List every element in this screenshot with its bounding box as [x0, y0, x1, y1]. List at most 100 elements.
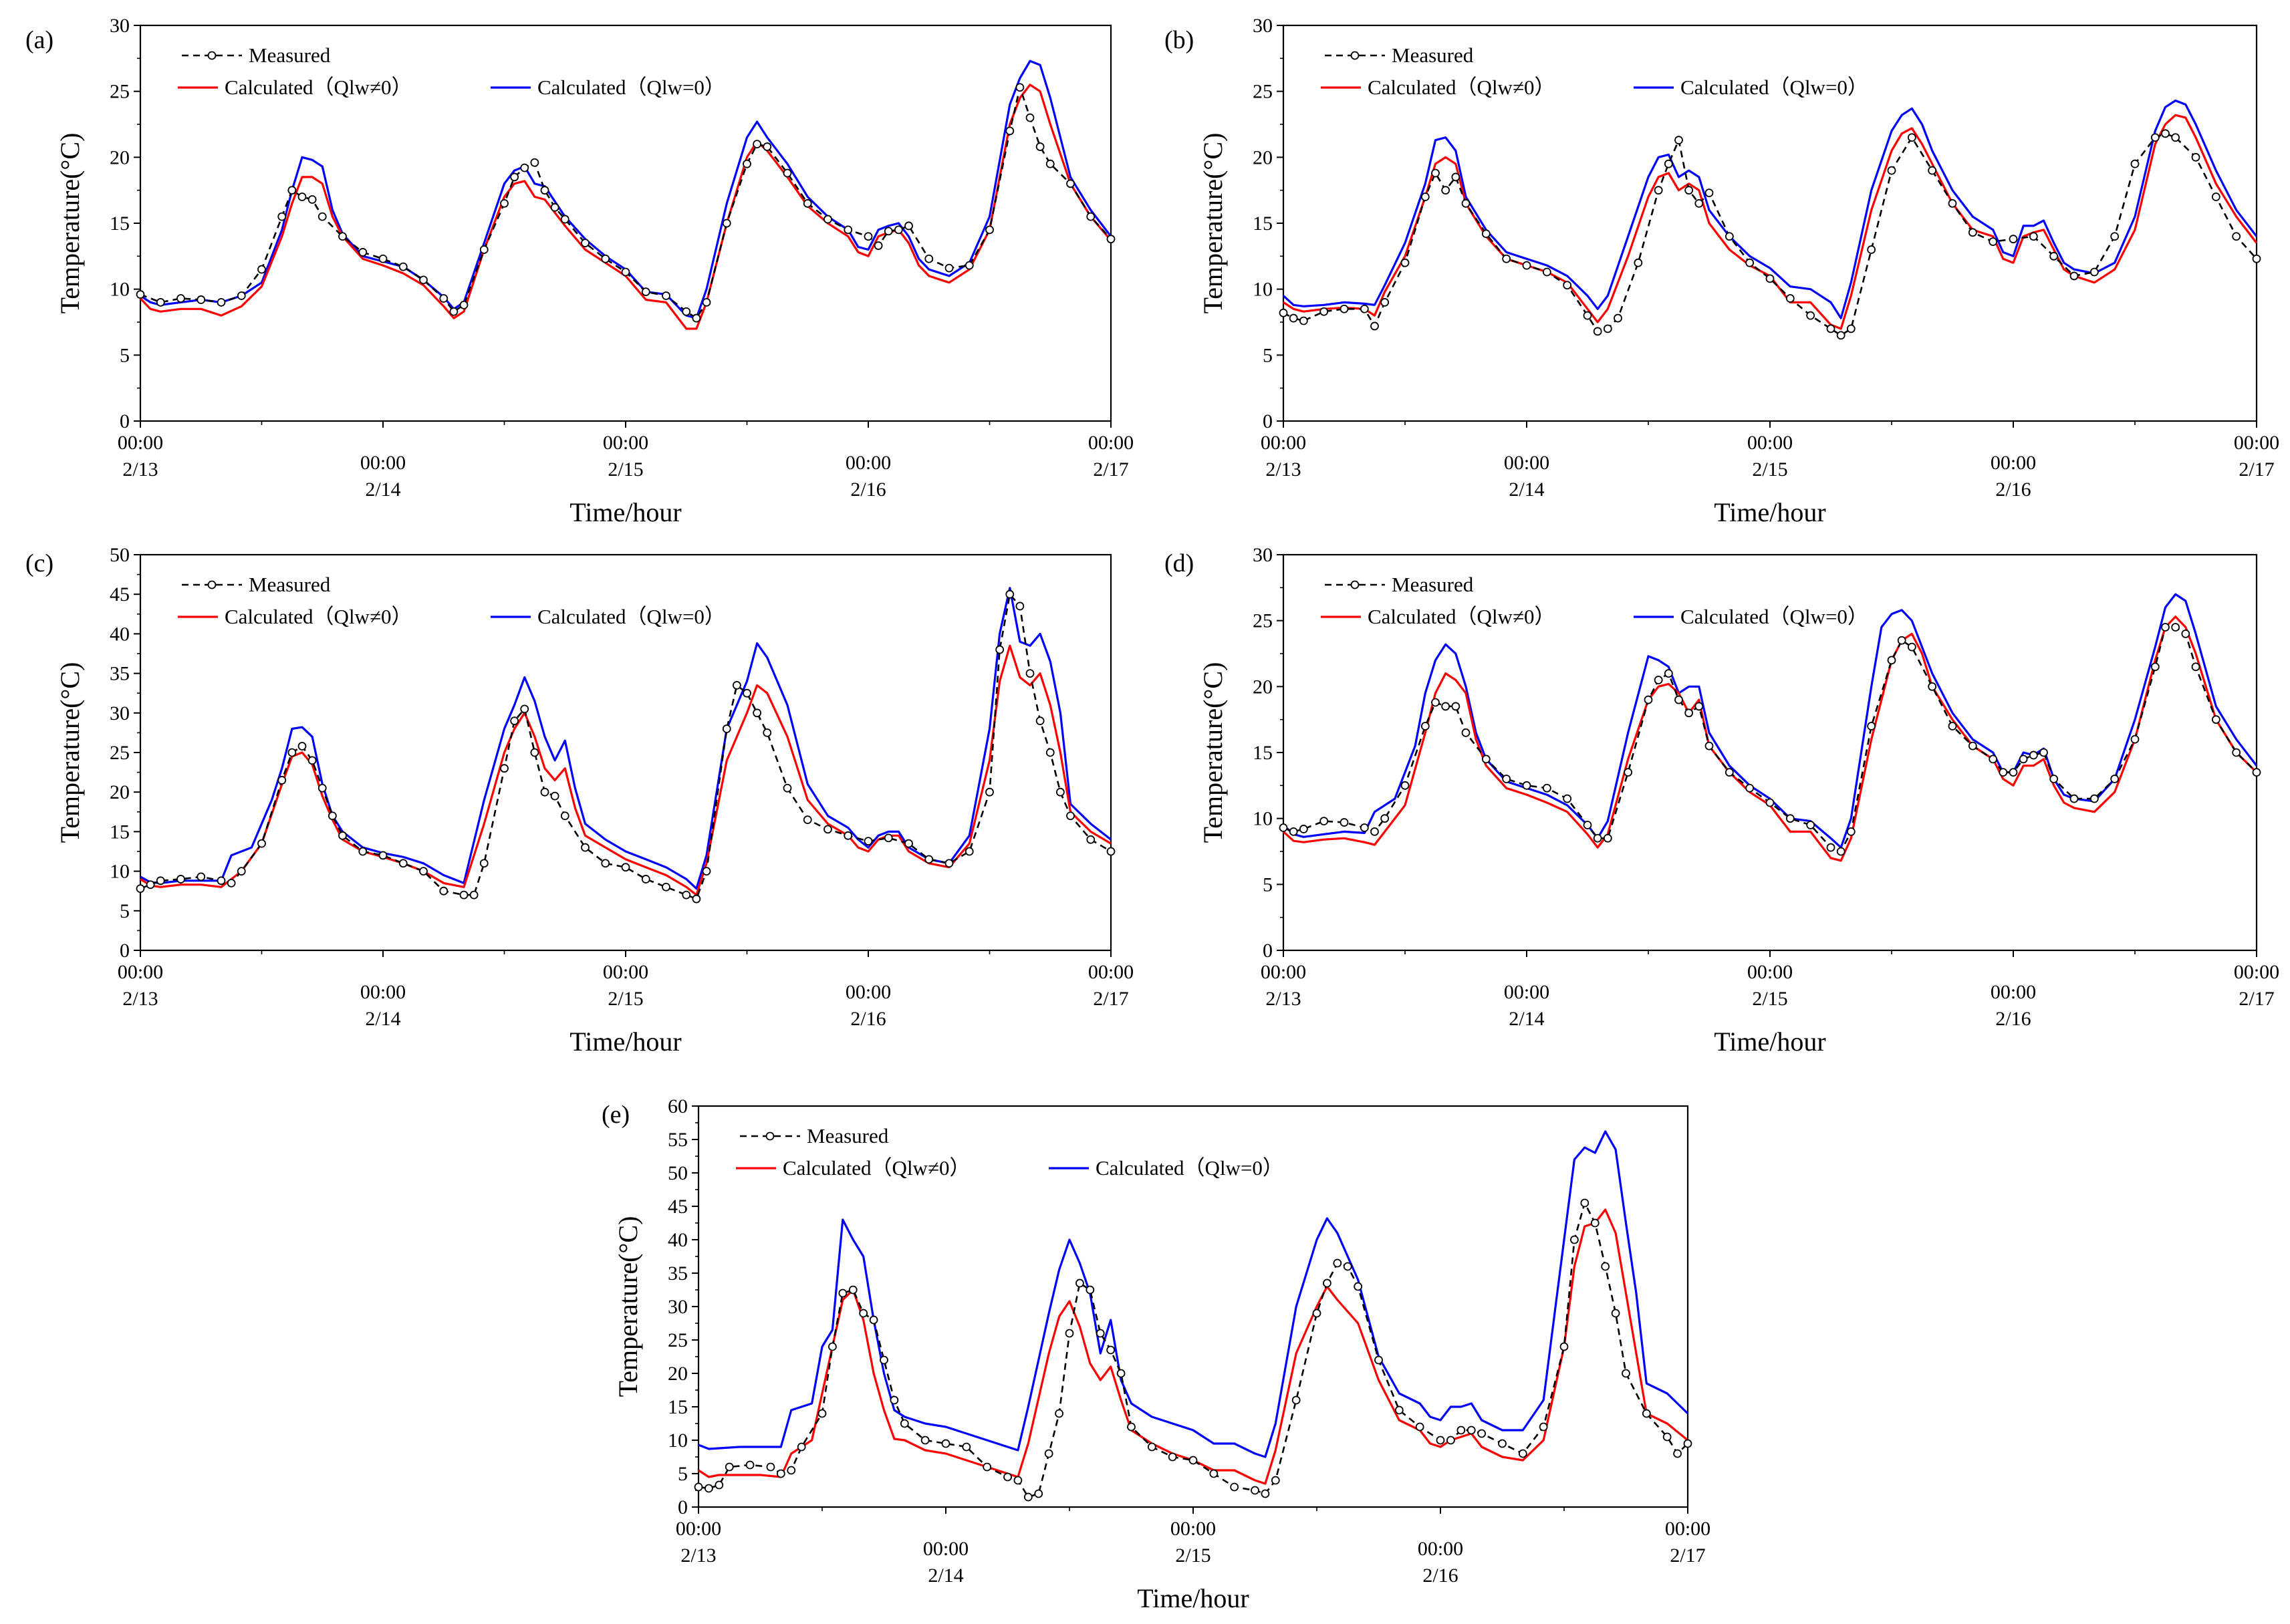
measured-point: [1601, 1262, 1610, 1271]
measured-point: [1003, 1472, 1012, 1482]
series-line-calc_nonzero: [139, 84, 1112, 330]
y-tick-label: 25: [1253, 610, 1273, 632]
legend-label-calc-nonzero: Calculated（Qlw≠0）: [225, 605, 412, 628]
measured-point: [1684, 708, 1694, 718]
measured-point: [2252, 768, 2261, 777]
y-tick-label: 0: [678, 1496, 688, 1518]
measured-point: [277, 776, 287, 785]
y-tick-label: 30: [110, 15, 130, 37]
measured-point: [237, 291, 246, 300]
series-line-measured: [140, 593, 1112, 900]
y-tick-label: 45: [110, 583, 130, 605]
measured-point: [338, 232, 347, 241]
measured-point: [864, 232, 873, 241]
y-tick-label: 5: [1263, 873, 1273, 896]
measured-point: [1583, 821, 1592, 829]
legend-label-calc-zero: Calculated（Qlw=0）: [537, 605, 725, 628]
measured-point: [1785, 294, 1795, 303]
legend: Measured Calculated（Qlw≠0） Calculated（Qlw=…: [178, 573, 725, 628]
measured-point: [682, 307, 691, 316]
measured-point: [783, 168, 792, 178]
chart-panel-e: 0 5 10 15 20 25 30 35 40 45 50 55 60 00:00 2/13 00:00 2/…: [602, 1095, 1710, 1613]
measured-point: [1065, 1329, 1074, 1338]
measured-point: [732, 680, 741, 690]
measured-point: [1968, 228, 1977, 237]
x-tick-time-label: 00:00: [1665, 1518, 1710, 1540]
measured-point: [2181, 630, 2190, 638]
x-tick-date-label: 2/15: [608, 988, 643, 1010]
series-line-measured: [698, 1202, 1688, 1498]
measured-point: [2029, 751, 2038, 760]
measured-point: [1451, 172, 1460, 182]
measured-point: [1015, 83, 1025, 92]
x-tick-date-label: 2/15: [1175, 1544, 1211, 1567]
x-tick-date-label: 2/16: [1995, 479, 2031, 501]
measured-point: [1343, 1262, 1352, 1271]
measured-point: [378, 254, 388, 263]
measured-point: [2211, 715, 2220, 724]
x-tick-date-label: 2/16: [850, 479, 886, 501]
measured-point: [1563, 794, 1572, 803]
y-tick-label: 5: [120, 900, 130, 922]
x-tick-date-label: 2/17: [2239, 458, 2274, 481]
measured-point: [197, 872, 206, 882]
measured-point: [817, 1409, 827, 1418]
y-tick-label: 20: [110, 781, 130, 803]
measured-point: [2009, 235, 2018, 244]
series-line-calc_zero: [140, 587, 1112, 890]
y-tick-label: 5: [678, 1463, 688, 1485]
legend: Measured Calculated（Qlw≠0） Calculated（Qlw=…: [1321, 43, 1868, 99]
measured-point: [1654, 676, 1663, 684]
measured-point: [1323, 1278, 1331, 1288]
measured-point: [358, 847, 368, 856]
measured-point: [1467, 1426, 1476, 1435]
measured-point: [287, 186, 297, 195]
measured-point: [1654, 186, 1663, 195]
measured-point: [1806, 821, 1815, 829]
measured-point: [1498, 1439, 1507, 1448]
legend-label-measured: Measured: [249, 573, 331, 596]
y-tick-label: 25: [110, 742, 130, 764]
measured-point: [217, 297, 226, 307]
y-tick-label: 0: [1263, 410, 1273, 432]
measured-point: [1106, 847, 1116, 856]
x-tick-date-label: 2/16: [1995, 1008, 2031, 1030]
measured-point: [823, 215, 832, 224]
measured-point: [2130, 734, 2140, 744]
y-tick-label: 5: [120, 344, 130, 366]
y-tick-label: 15: [1253, 742, 1273, 764]
measured-point: [550, 202, 559, 212]
measured-point: [1291, 1395, 1301, 1405]
measured-point: [1086, 1285, 1095, 1295]
measured-point: [705, 1484, 713, 1493]
measured-point: [1441, 186, 1450, 195]
measured-point: [743, 159, 751, 168]
measured-point: [560, 215, 569, 224]
measured-point: [2171, 133, 2180, 142]
measured-point: [277, 212, 287, 221]
measured-point: [904, 221, 913, 231]
measured-point: [776, 1469, 785, 1478]
measured-point: [1279, 823, 1288, 832]
legend-marker-measured: [207, 580, 217, 589]
measured-point: [1023, 1492, 1033, 1502]
measured-point: [1044, 1449, 1053, 1458]
measured-point: [944, 859, 954, 868]
y-tick-label: 10: [110, 279, 130, 301]
measured-point: [419, 275, 428, 285]
x-tick-time-label: 00:00: [2234, 432, 2279, 454]
y-tick-label: 20: [1253, 146, 1273, 168]
measured-point: [2049, 251, 2059, 261]
measured-point: [1271, 1476, 1280, 1485]
measured-point: [1593, 327, 1602, 336]
measured-point: [1826, 324, 1835, 333]
measured-point: [890, 1395, 899, 1405]
x-tick-date-label: 2/13: [680, 1544, 716, 1567]
legend-label-measured: Measured: [1392, 573, 1474, 596]
measured-point: [641, 287, 650, 297]
measured-point: [1116, 1369, 1126, 1378]
measured-point: [1694, 702, 1704, 711]
measured-point: [1340, 304, 1349, 313]
measured-point: [358, 248, 368, 257]
measured-point: [1441, 702, 1450, 711]
